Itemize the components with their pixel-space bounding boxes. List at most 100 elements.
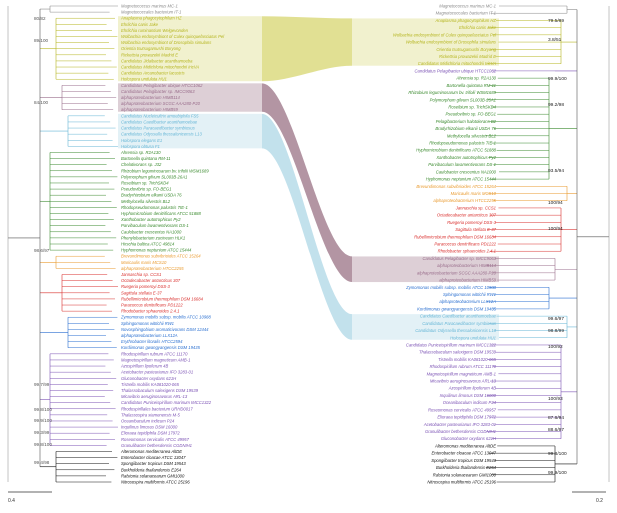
left-taxon-label: Ehrlichia ruminantium Welgevonden [121, 28, 189, 33]
right-taxon-labels: Magnetococcus marinus MC-1 Magnetococcale… [393, 4, 497, 485]
left-taxon-label: Candidatus Caedibacter acanthamoebae [121, 119, 198, 124]
left-taxon-label: Granulibacter bethesdensis CGDNIH1 [121, 443, 192, 448]
right-taxon-label: alphaproteobacterium HIMB59 [439, 278, 496, 283]
left-support-value: 99.8/100 [34, 407, 52, 412]
left-taxon-label: Anaplasma phagocytophilum HZ [120, 16, 182, 21]
right-taxon-label: Spongiibacter tropicus DSM 19543 [431, 458, 496, 463]
left-support-value: 99.3/99 [34, 430, 50, 435]
left-taxon-label: Chelativorans sp. J32 [121, 162, 162, 167]
left-taxon-label: Brevundimonas subvibrioides ATCC 15264 [121, 254, 201, 259]
left-taxon-label: Rhodospirillum rubrum ATCC 11170 [121, 351, 188, 356]
right-taxon-label: Wolbachia endosymbiont of Culex quinquef… [393, 32, 497, 37]
left-taxon-label: Xanthobacter autotrophicus Py2 [120, 217, 181, 222]
right-taxon-label: Sagittula stellata E-37 [455, 227, 496, 232]
olive-clade-band [262, 16, 352, 82]
left-taxon-label: Hirschia baltica ATCC 49814 [121, 242, 175, 247]
left-taxon-label: Roseomonas cervicalis ATCC 49957 [121, 437, 190, 442]
right-support-value: 100/94 [548, 226, 563, 232]
right-taxon-label: Parvibaculum lavamentivorans DS-1 [428, 162, 496, 167]
left-taxon-label: Thalassobaculum salexigens DSM 19539 [121, 388, 199, 393]
left-taxon-label: Parvibaculum lavamentivorans DS-1 [121, 223, 189, 228]
right-taxon-label: Ahrensia sp. R2A130 [455, 76, 496, 81]
right-taxon-label: Ehrlichia canis Jake [459, 25, 497, 30]
left-taxon-label: alphaproteobacterium HIMB59 [121, 107, 178, 112]
left-taxon-label: alphaproteobacterium SCGC AAA280-P20 [121, 101, 201, 106]
right-taxon-label: Orientia tsutsugamushi Boryong [436, 47, 496, 52]
right-taxon-label: Kordiimonas gwangyangensis DSM 19435 [417, 306, 497, 311]
right-taxon-label: Magnetococcus marinus MC-1 [439, 4, 496, 9]
left-taxon-label: Erythrobacter litoralis HTCC2594 [121, 339, 183, 344]
right-support-value: 99.6/97 [548, 316, 564, 322]
left-taxon-label: alphaproteobacterium LLX12A [121, 333, 178, 338]
left-taxon-label: Holospora obtusa F1 [121, 144, 160, 149]
left-taxon-label: Burkholderia thailandensis E264 [121, 467, 182, 472]
right-taxon-label: alphaproteobacterium HIMB114 [437, 263, 496, 268]
lightblue-left-band-area [118, 113, 262, 149]
left-taxon-label: Methylocella silvestris BL2 [121, 199, 171, 204]
right-taxon-label: Alteromonas mediterranea AltDE [434, 443, 496, 448]
right-taxon-label: Candidatus Odyssella thessalonicensis L1… [415, 328, 496, 333]
left-taxon-label: Jannaschia sp. CCS1 [120, 272, 161, 277]
right-taxon-label: Burkholderia thailandensis E264 [436, 465, 497, 470]
right-taxon-label: Rickettsia prowazekii Madrid E [439, 54, 496, 59]
left-taxon-label: Ralstonia solanacearum GMI1000 [121, 473, 185, 478]
left-taxon-label: Roseibium sp. TrichSKD4 [121, 180, 169, 185]
left-taxon-label: Enterobacter cloacae ATCC 13047 [121, 455, 186, 460]
left-taxon-label: Candidatus Pelagibacter ubique HTCC1062 [121, 83, 203, 88]
right-taxon-label: Rhodospirillum rubrum ATCC 11170 [430, 364, 497, 369]
left-taxon-label: Ruegeria pomeroyi DSS-3 [121, 284, 171, 289]
right-taxon-label: Holospora undulata HU1 [450, 335, 496, 340]
right-taxon-label: Pseudovibrio sp. FO-BEG1 [445, 112, 496, 117]
right-taxon-label: Candidatus Pelagibacter sp. IMCC9063 [422, 256, 496, 261]
right-taxon-label: Candidatus Midichloria mitochondrii Iric… [418, 61, 496, 66]
right-taxon-label: Rhodobacter sphaeroides 2.4.1 [438, 249, 496, 254]
right-taxon-label: Acetobacter pasteurianus IFO 3283-01 [423, 422, 496, 427]
left-taxon-label: Holospora undulata HU1 [121, 77, 167, 82]
right-taxon-label: alphaproteobacterium SCGC AAA280-P20 [417, 270, 497, 275]
left-taxon-label: Candidatus Arcanobacter lacustris [121, 71, 186, 76]
left-taxon-label: Magnetococcales bacterium IT-1 [121, 10, 181, 15]
left-taxon-label: Elioraea tepidiphila DSM 17972 [121, 431, 180, 436]
left-taxon-label: Zymomonas mobilis subsp. mobilis ATCC 10… [120, 315, 212, 320]
right-taxon-label: alphaproteobacterium LLX12A [439, 299, 496, 304]
right-taxon-label: Elioraea tepidiphila DSM 17972 [437, 415, 496, 420]
left-taxon-label: Oceanibaculum indicum P24 [121, 418, 175, 423]
right-support-value: 88.6/97 [548, 427, 564, 433]
left-taxon-label: Spongiibacter tropicus DSM 19543 [121, 461, 186, 466]
right-taxon-label: Octadecabacter antarcticus 307 [437, 213, 497, 218]
left-taxon-label: Magnetococcus marinus MC-1 [121, 4, 178, 9]
left-tree [7, 5, 118, 483]
left-taxon-label: Candidatus Midichloria mitochondrii Iric… [121, 65, 199, 70]
mauve-right-band-area [352, 256, 499, 283]
right-taxon-label: Roseibium sp. TrichSKD4 [448, 104, 496, 109]
right-taxon-label: Enterobacter cloacae ATCC 13047 [432, 451, 497, 456]
right-taxon-label: Ralstonia solanacearum GMI1000 [433, 472, 497, 477]
right-taxon-label: Maricaulis maris MCS10 [451, 191, 497, 196]
lightblue-right-band-area [352, 314, 499, 340]
left-taxon-label: Hyphomonas neptunium ATCC 15444 [121, 248, 192, 253]
right-taxon-label: Nitrosospira multiformis ATCC 25196 [427, 480, 496, 485]
left-taxon-label: Maricaulis maris MCS10 [121, 260, 167, 265]
left-taxon-label: Ehrlichia canis Jake [121, 22, 159, 27]
left-taxon-label: Thalassospira xiamenensis M-5 [121, 412, 181, 417]
right-taxon-label: Hyphomicrobium denitrificans ATCC 51888 [416, 148, 496, 153]
left-taxon-label: Candidatus Nucleicultrix amoebiphila FS5 [121, 113, 199, 118]
right-support-value: 99.9/100 [548, 76, 567, 82]
right-support-value: 99.9/100 [548, 470, 567, 476]
right-taxon-label: Candidatus Pelagibacter ubique HTCC1062 [415, 68, 497, 73]
left-taxon-label: Nitrosospira multiformis ATCC 25196 [121, 480, 190, 485]
left-taxon-label: Octadecabacter antarcticus 307 [121, 278, 181, 283]
left-taxon-label: Orientia tsutsugamushi Boryong [121, 46, 181, 51]
support-values: 80/82 89/100 84/100 98.6/97 99.7/99 99.8/100 9… [34, 16, 567, 476]
left-taxon-label: alphaproteobacterium HTCC2255 [121, 266, 184, 271]
left-taxon-label: Phenylobacterium zucineum HLK1 [121, 235, 185, 240]
left-taxon-label: alphaproteobacterium HIMB114 [121, 95, 180, 100]
right-taxon-label: Brevundimonas subvibrioides ATCC 15264 [416, 184, 496, 189]
left-taxon-label: Paracoccus denitrificans PD1222 [121, 303, 183, 308]
left-taxon-label: Candidatus Paracaedibacter symbiosus [121, 126, 196, 131]
right-taxon-label: Hyphomonas neptunium ATCC 15444 [426, 177, 497, 182]
right-taxon-label: Thalassobaculum salexigens DSM 19539 [419, 350, 497, 355]
left-scale-bar: 0.4 [8, 491, 52, 504]
left-taxon-label: Sphingomonas wittichii RW1 [121, 321, 174, 326]
